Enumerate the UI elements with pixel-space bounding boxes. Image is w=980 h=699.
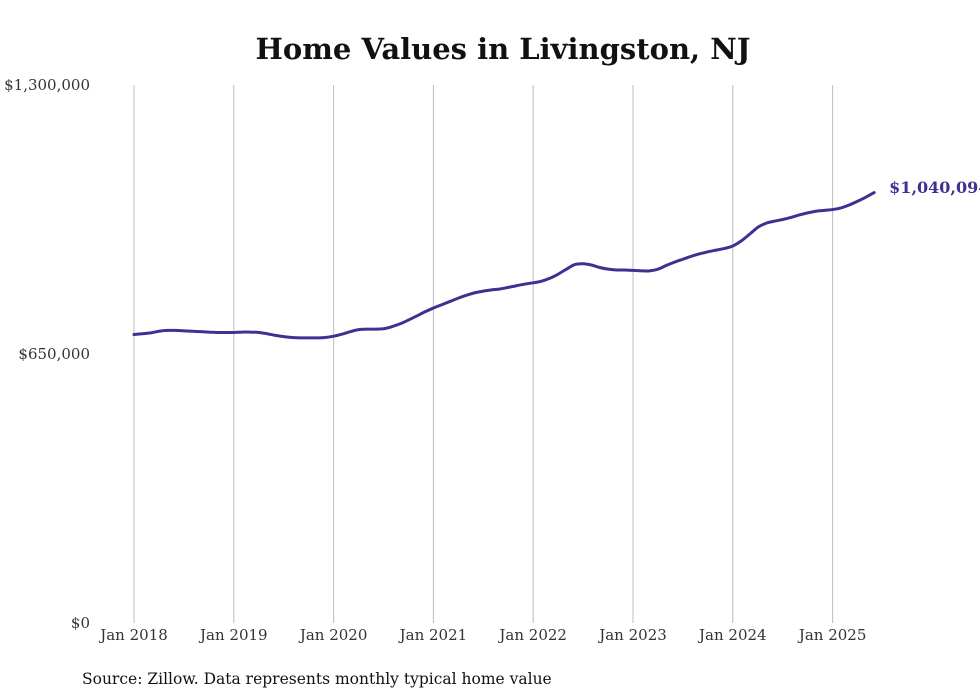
- source-note: Source: Zillow. Data represents monthly …: [82, 670, 552, 688]
- x-tick-label: Jan 2018: [98, 626, 168, 644]
- x-tick-label: Jan 2024: [697, 626, 767, 644]
- x-tick-label: Jan 2020: [298, 626, 368, 644]
- y-tick-label: $1,300,000: [4, 76, 90, 94]
- x-axis-ticks: Jan 2018 Jan 2019 Jan 2020 Jan 2021 Jan 2022…: [98, 626, 866, 644]
- series-layer: $1,040,094: [132, 178, 980, 340]
- y-tick-label: $650,000: [18, 345, 90, 363]
- x-tick-label: Jan 2025: [797, 626, 867, 644]
- x-tick-label: Jan 2021: [398, 626, 468, 644]
- end-value-label: $1,040,094: [889, 178, 980, 197]
- y-tick-label: $0: [71, 614, 90, 632]
- x-tick-label: Jan 2022: [497, 626, 567, 644]
- x-tick-label: Jan 2019: [198, 626, 268, 644]
- series-line: [132, 191, 876, 340]
- y-axis-ticks: $0 $650,000 $1,300,000: [4, 76, 90, 632]
- chart-title: Home Values in Livingston, NJ: [256, 32, 751, 66]
- gridlines: [133, 85, 834, 623]
- x-tick-label: Jan 2023: [597, 626, 667, 644]
